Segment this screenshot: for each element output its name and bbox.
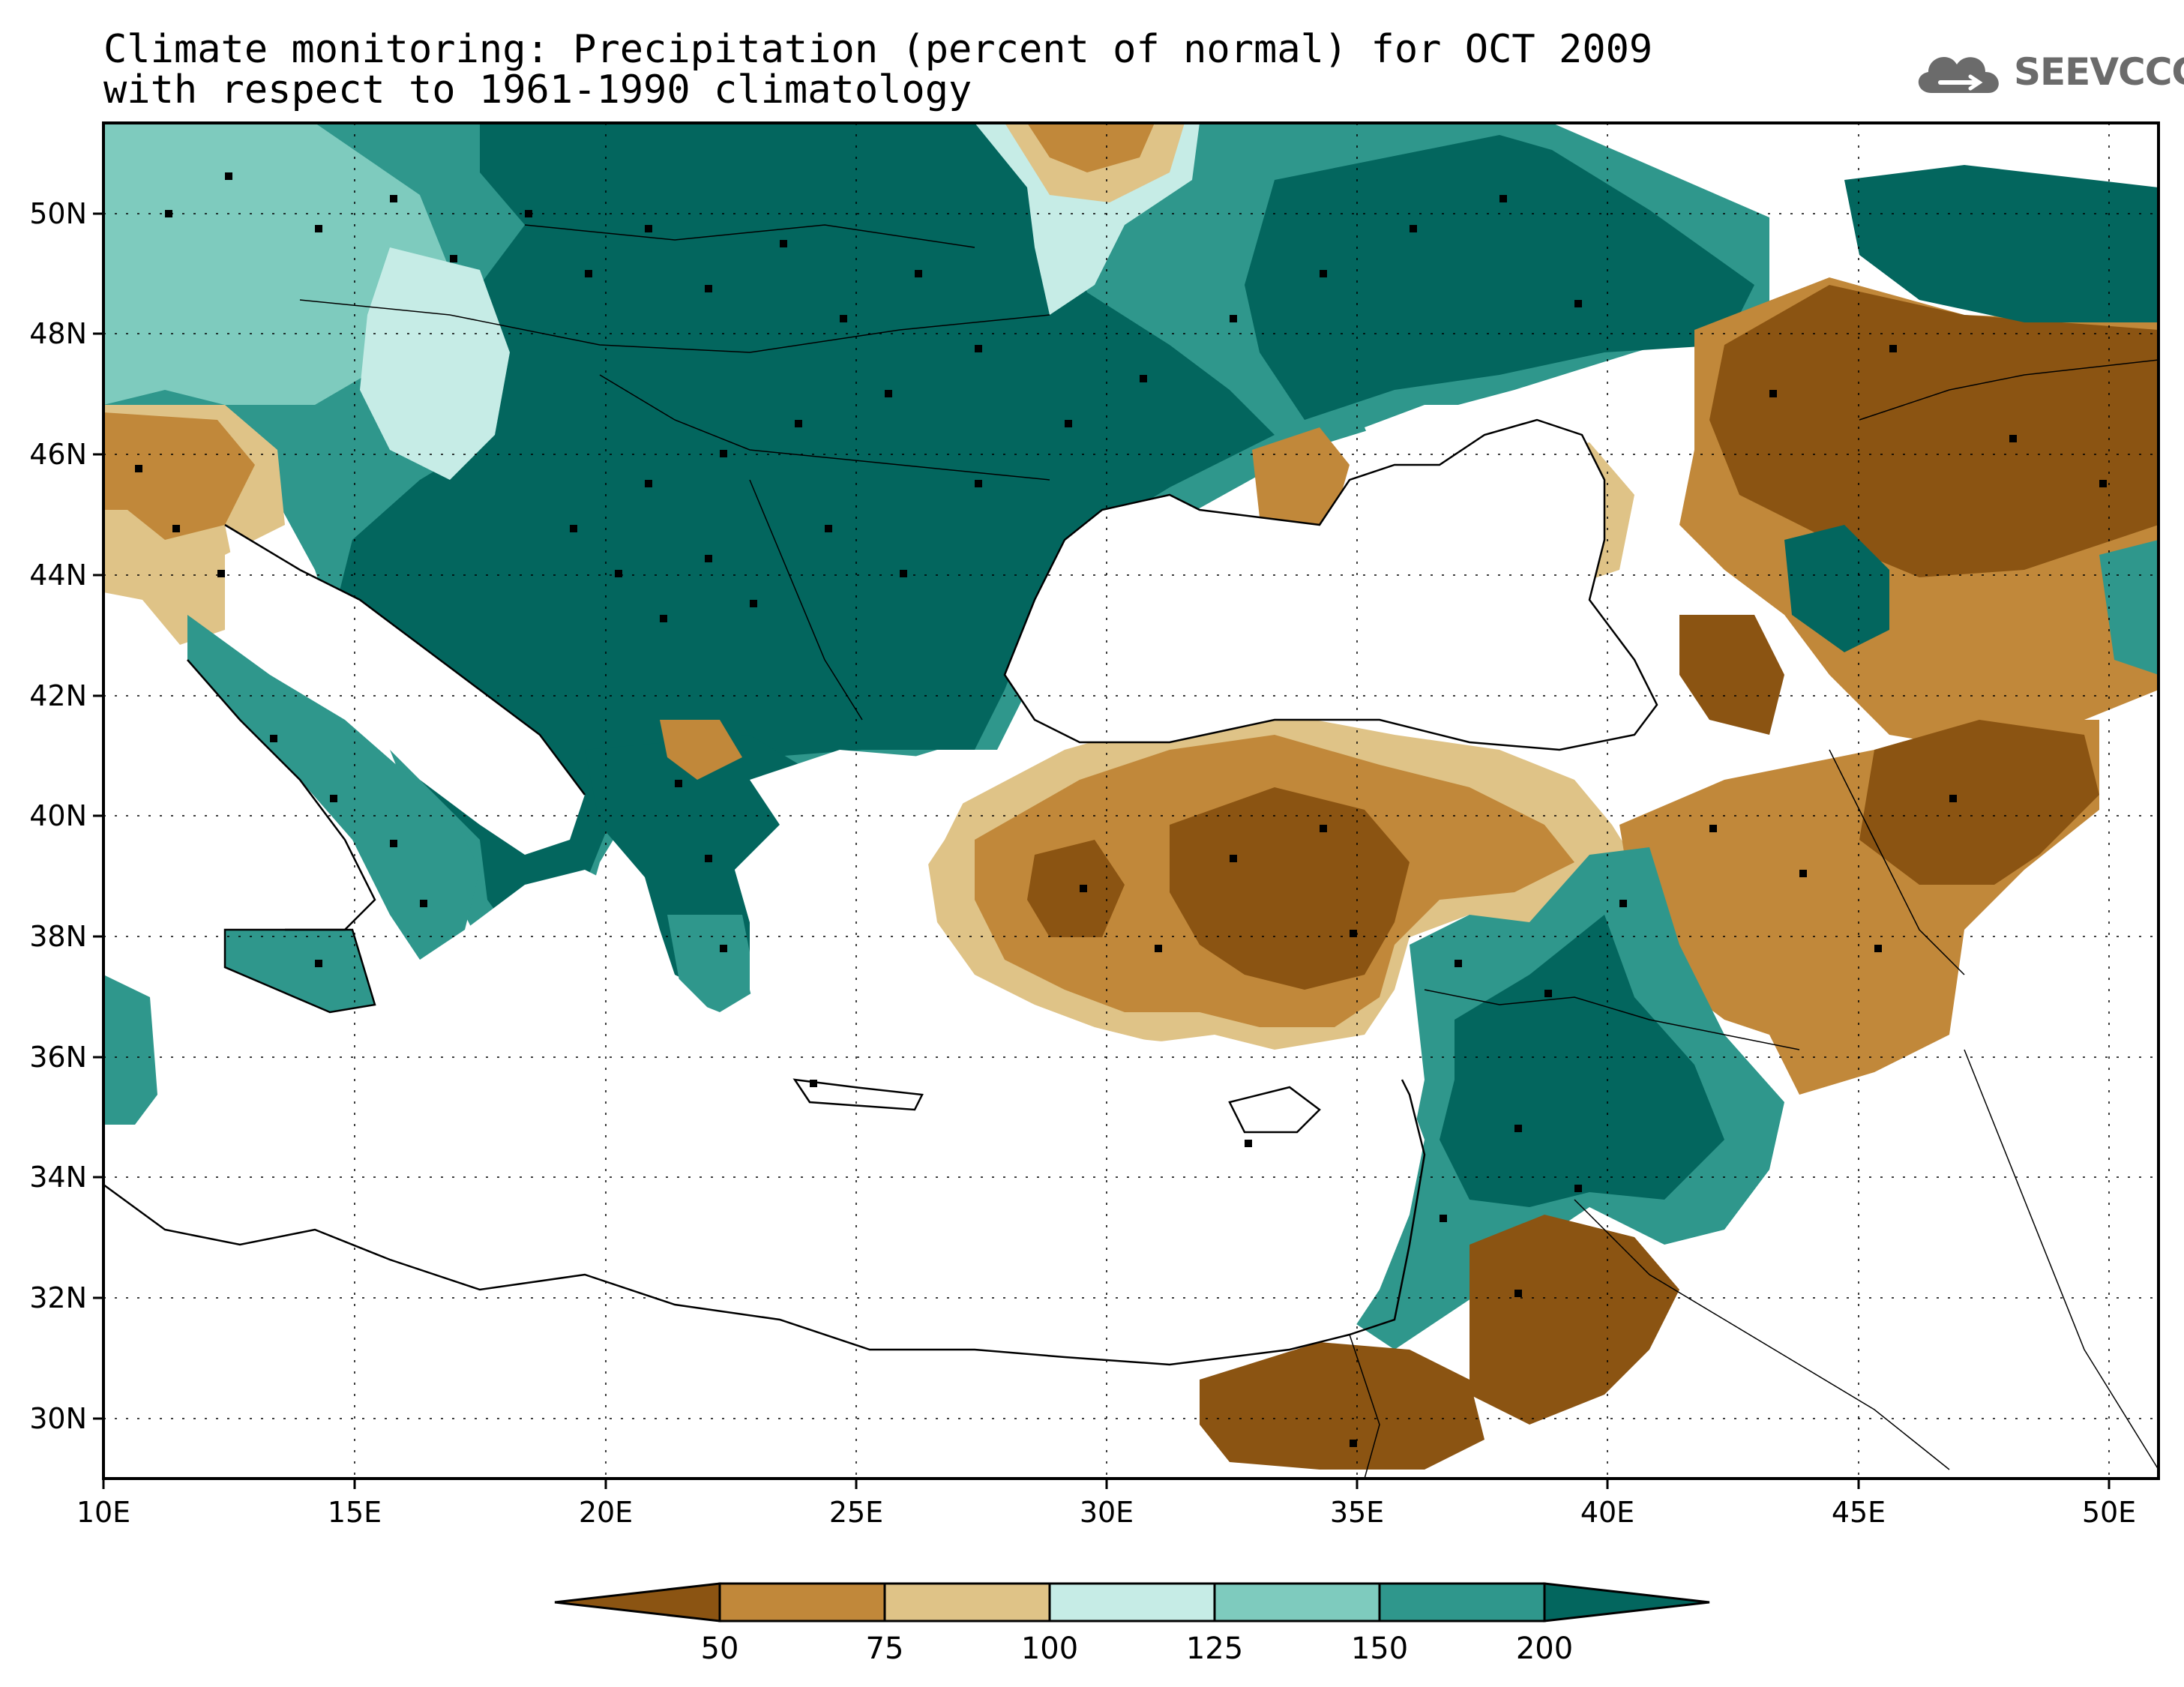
station-markers <box>135 172 2107 1447</box>
field-turkey-below-50 <box>1170 787 1410 990</box>
colorbar-label: 125 <box>1186 1632 1243 1666</box>
field-ukraine-50 <box>1027 123 1155 172</box>
y-tick-label: 30N <box>29 1402 87 1435</box>
y-tick-label: 42N <box>29 679 87 712</box>
field-levant-200 <box>1440 915 1724 1207</box>
field-italy-150 <box>187 615 480 960</box>
field-russia-ne-200 <box>1844 165 2159 322</box>
x-tick-label: 35E <box>1330 1496 1384 1529</box>
y-tick-label: 36N <box>29 1041 87 1074</box>
x-tick-labels: 10E 15E 20E 25E 30E 35E 40E 45E 50E <box>76 1496 2136 1529</box>
colorbar-label: 200 <box>1516 1632 1573 1666</box>
logo-text: SEEVCCC <box>2014 50 2184 94</box>
y-tick-label: 40N <box>29 799 87 832</box>
field-crimea-50 <box>1252 427 1350 540</box>
field-macedonia-50 <box>660 720 742 780</box>
x-tick-label: 50E <box>2082 1496 2136 1529</box>
chart-title-line-2: with respect to 1961-1990 climatology <box>103 67 972 112</box>
colorbar-label: 75 <box>866 1632 904 1666</box>
country-borders <box>299 224 2159 1479</box>
adriatic-sea <box>225 525 585 855</box>
field-peloponnese-150 <box>667 915 757 1012</box>
chart-title-line-1: Climate monitoring: Precipitation (perce… <box>103 27 1653 72</box>
field-e-turkey-below-50 <box>1679 615 1784 735</box>
field-caucasus-200 <box>1784 525 1889 652</box>
mediterranean-sea <box>103 870 1425 1350</box>
field-west-125 <box>103 123 450 405</box>
x-tick-label: 20E <box>579 1496 633 1529</box>
x-tick-label: 15E <box>328 1496 382 1529</box>
colorbar-bin <box>883 1582 1051 1623</box>
y-tick-label: 44N <box>29 559 87 592</box>
coastlines <box>103 418 1658 1366</box>
field-sicily-150 <box>225 930 375 1012</box>
y-tick-labels: 30N 32N 34N 36N 38N 40N 42N 44N 46N 48N … <box>29 197 87 1435</box>
seevccc-logo: SEEVCCC <box>1910 45 2184 99</box>
field-iran-below-50 <box>1859 720 2099 885</box>
tyrrhenian-sea <box>103 615 375 945</box>
y-tick-label: 38N <box>29 920 87 953</box>
field-caspian-150 <box>2099 540 2159 675</box>
field-russia-se-below-50 <box>1709 285 2159 577</box>
y-tick-label: 34N <box>29 1161 87 1194</box>
axis-ticks <box>93 212 2111 1489</box>
gridlines <box>103 123 2159 1479</box>
colorbar-low-arrow <box>554 1582 721 1623</box>
colorbar-bin <box>1378 1582 1546 1623</box>
field-jordan-below-50 <box>1469 1215 1679 1425</box>
azov-sea <box>1365 405 1492 480</box>
plot-frame <box>102 121 2160 1480</box>
black-sea <box>1005 420 1657 750</box>
colorbar-bin <box>1213 1582 1381 1623</box>
y-tick-label: 48N <box>29 317 87 350</box>
x-tick-label: 40E <box>1580 1496 1634 1529</box>
field-europe-200 <box>330 123 1275 952</box>
cloud-icon <box>1918 56 1999 93</box>
colorbar-label: 50 <box>701 1632 739 1666</box>
x-tick-label: 30E <box>1080 1496 1134 1529</box>
field-alps-100 <box>360 247 510 480</box>
colorbar-high-arrow <box>1543 1582 1710 1623</box>
y-tick-label: 46N <box>29 438 87 471</box>
field-east-200 <box>1245 135 1754 420</box>
x-tick-label: 25E <box>829 1496 883 1529</box>
colorbar-label: 100 <box>1021 1632 1078 1666</box>
aegean-sea <box>735 750 975 1080</box>
y-tick-label: 32N <box>29 1281 87 1314</box>
field-sardinia-150 <box>103 975 157 1125</box>
color-bar: 50 75 100 125 150 200 <box>554 1582 1710 1666</box>
field-n-italy-50 <box>103 412 255 540</box>
field-turkey-west-below-50 <box>1027 840 1125 937</box>
colorbar-bin <box>1048 1582 1216 1623</box>
x-tick-label: 45E <box>1832 1496 1886 1529</box>
x-tick-label: 10E <box>76 1496 130 1529</box>
y-tick-label: 50N <box>29 197 87 230</box>
field-sinai-below-50 <box>1200 1342 1484 1470</box>
colorbar-bin <box>718 1582 886 1623</box>
colorbar-label: 150 <box>1351 1632 1408 1666</box>
